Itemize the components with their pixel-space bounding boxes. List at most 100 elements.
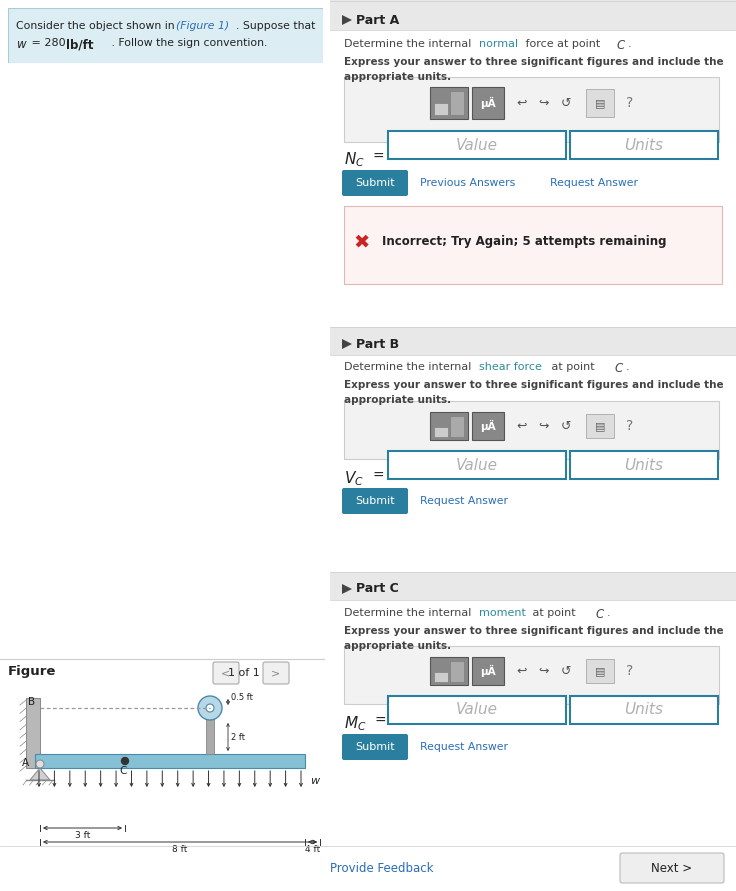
Bar xyxy=(450,661,464,682)
Circle shape xyxy=(36,760,44,768)
Text: ↺: ↺ xyxy=(561,665,571,677)
Text: <: < xyxy=(222,668,230,678)
Text: at point: at point xyxy=(529,608,579,618)
Bar xyxy=(450,416,464,437)
Text: ▤: ▤ xyxy=(595,666,605,676)
Text: appropriate units.: appropriate units. xyxy=(344,395,451,405)
Bar xyxy=(472,657,504,685)
Text: .: . xyxy=(628,39,631,49)
Bar xyxy=(330,572,736,600)
FancyBboxPatch shape xyxy=(342,170,408,196)
Text: Request Answer: Request Answer xyxy=(550,178,638,188)
Bar xyxy=(570,696,718,724)
Bar xyxy=(388,451,566,479)
Bar xyxy=(434,427,448,437)
Bar xyxy=(586,89,614,117)
Text: ↩: ↩ xyxy=(517,96,527,110)
Text: Express your answer to three significant figures and include the: Express your answer to three significant… xyxy=(344,626,723,636)
Bar xyxy=(330,0,736,30)
Text: Determine the internal: Determine the internal xyxy=(344,39,475,49)
Text: 2 ft: 2 ft xyxy=(231,732,245,741)
Text: ▤: ▤ xyxy=(595,98,605,108)
Text: ↺: ↺ xyxy=(561,96,571,110)
Text: .: . xyxy=(626,362,629,372)
Text: C: C xyxy=(119,766,127,776)
Circle shape xyxy=(206,704,214,712)
Bar xyxy=(206,718,214,754)
Text: Consider the object shown in: Consider the object shown in xyxy=(16,21,178,31)
Text: Previous Answers: Previous Answers xyxy=(420,178,515,188)
Text: 1 of 1: 1 of 1 xyxy=(228,668,260,678)
Text: Submit: Submit xyxy=(355,178,394,188)
Text: Provide Feedback: Provide Feedback xyxy=(330,862,434,876)
Bar xyxy=(472,412,504,440)
Text: Part A: Part A xyxy=(356,13,399,27)
Text: Determine the internal: Determine the internal xyxy=(344,362,475,372)
FancyBboxPatch shape xyxy=(620,853,724,883)
Text: 8 ft: 8 ft xyxy=(172,845,188,854)
Text: Units: Units xyxy=(625,137,663,152)
Text: ✖: ✖ xyxy=(354,233,370,251)
Text: = 280: = 280 xyxy=(28,38,69,48)
Polygon shape xyxy=(30,768,50,780)
Bar xyxy=(388,131,566,159)
Bar xyxy=(344,646,719,704)
Text: ↺: ↺ xyxy=(561,420,571,432)
Bar xyxy=(430,657,468,685)
Text: Value: Value xyxy=(456,457,498,472)
Text: 4 ft: 4 ft xyxy=(305,845,320,854)
Text: Submit: Submit xyxy=(355,742,394,752)
Text: Express your answer to three significant figures and include the: Express your answer to three significant… xyxy=(344,57,723,67)
Text: .: . xyxy=(607,608,611,618)
Text: ▤: ▤ xyxy=(595,421,605,431)
Bar xyxy=(388,696,566,724)
Text: $C$: $C$ xyxy=(616,39,626,52)
Text: ↩: ↩ xyxy=(517,665,527,677)
Text: Value: Value xyxy=(456,702,498,717)
Text: Part B: Part B xyxy=(356,338,399,350)
Text: 0.5 ft: 0.5 ft xyxy=(231,693,253,702)
Text: Units: Units xyxy=(625,702,663,717)
Text: $N_C$: $N_C$ xyxy=(344,150,365,168)
Text: =: = xyxy=(374,714,386,728)
Text: shear force: shear force xyxy=(479,362,542,372)
Text: force at point: force at point xyxy=(522,39,604,49)
Bar xyxy=(434,103,448,115)
Text: normal: normal xyxy=(479,39,518,49)
Text: 3 ft: 3 ft xyxy=(75,831,91,840)
Text: ?: ? xyxy=(626,96,634,110)
Text: Express your answer to three significant figures and include the: Express your answer to three significant… xyxy=(344,380,723,390)
Text: at point: at point xyxy=(548,362,598,372)
Text: μÄ: μÄ xyxy=(480,420,496,432)
Text: >: > xyxy=(272,668,280,678)
Bar xyxy=(344,401,719,459)
Text: . Suppose that: . Suppose that xyxy=(236,21,315,31)
Bar xyxy=(586,659,614,683)
Bar xyxy=(330,305,736,327)
Bar xyxy=(35,754,305,768)
Text: Request Answer: Request Answer xyxy=(420,742,508,752)
Bar xyxy=(430,412,468,440)
Bar xyxy=(344,206,722,284)
Text: Units: Units xyxy=(625,457,663,472)
Text: lb/ft: lb/ft xyxy=(66,38,93,51)
Text: appropriate units.: appropriate units. xyxy=(344,72,451,82)
FancyBboxPatch shape xyxy=(263,662,289,684)
Polygon shape xyxy=(342,339,352,349)
Text: ↩: ↩ xyxy=(517,420,527,432)
Text: =: = xyxy=(372,469,383,483)
Polygon shape xyxy=(342,584,352,594)
Bar xyxy=(450,91,464,115)
Text: $V_C$: $V_C$ xyxy=(344,469,364,487)
Bar xyxy=(330,327,736,355)
Text: ↪: ↪ xyxy=(539,96,549,110)
Text: $M_C$: $M_C$ xyxy=(344,714,367,732)
Bar xyxy=(570,451,718,479)
Text: $C$: $C$ xyxy=(595,608,605,621)
Text: B: B xyxy=(28,697,35,707)
Text: w: w xyxy=(310,776,319,786)
Text: (Figure 1): (Figure 1) xyxy=(176,21,229,31)
Bar xyxy=(434,672,448,682)
Text: Next >: Next > xyxy=(651,862,693,874)
Bar xyxy=(330,550,736,572)
